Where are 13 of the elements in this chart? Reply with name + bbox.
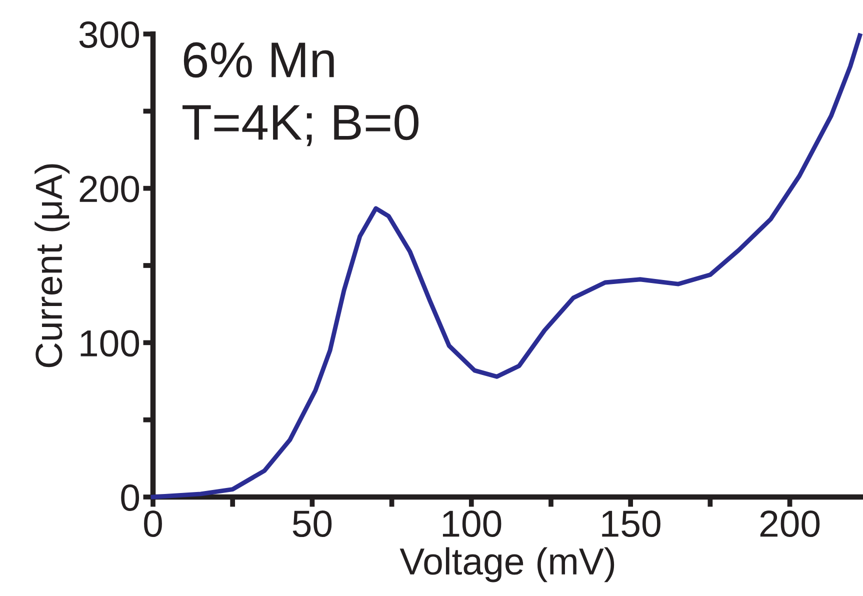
x-tick-label: 100 [442,510,502,538]
y-tick-label: 0 [121,484,140,511]
y-tick-label: 100 [80,330,140,357]
x-tick-label: 0 [144,510,162,538]
annotation: 6% Mn [184,42,334,78]
x-tick-label: 50 [292,510,332,538]
x-tick-label: 150 [602,510,660,538]
y-tick-label: 300 [79,21,140,48]
annotation: T=4K; B=0 [182,104,418,146]
y-tick-label: 200 [80,176,140,202]
x-axis-title: Voltage (mV) [400,547,614,582]
x-tick-label: 200 [760,510,820,538]
y-axis-title: Current (μA) [34,164,70,368]
